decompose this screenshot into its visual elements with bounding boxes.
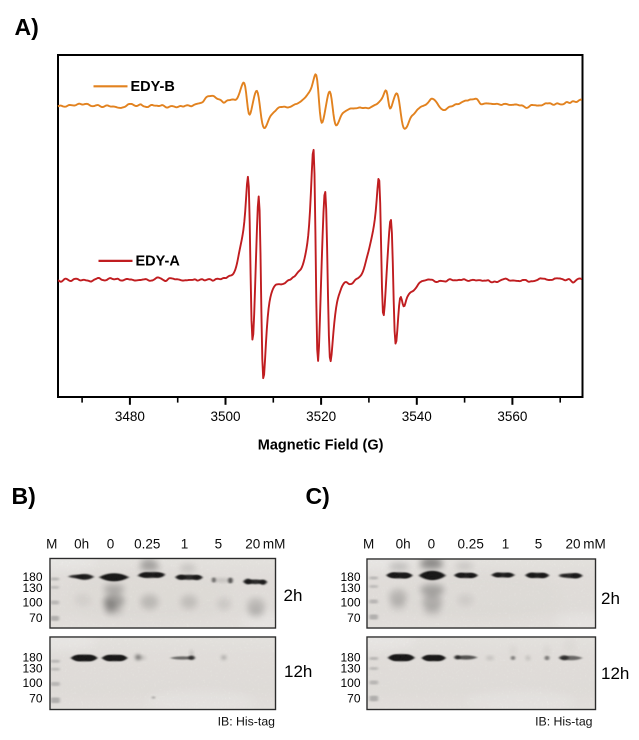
svg-text:12h: 12h (284, 662, 312, 681)
svg-text:0.25: 0.25 (134, 537, 160, 552)
svg-text:2h: 2h (284, 586, 303, 605)
svg-text:12h: 12h (601, 664, 629, 683)
svg-text:EDY-A: EDY-A (136, 254, 181, 270)
svg-text:5: 5 (535, 537, 543, 552)
svg-text:3560: 3560 (497, 409, 527, 424)
svg-text:70: 70 (29, 692, 43, 706)
svg-text:0: 0 (428, 537, 436, 552)
svg-text:100: 100 (22, 676, 42, 690)
svg-text:B): B) (12, 483, 36, 509)
svg-text:100: 100 (340, 595, 360, 609)
svg-text:C): C) (306, 483, 330, 509)
svg-text:3480: 3480 (115, 409, 145, 424)
svg-text:5: 5 (215, 537, 223, 552)
svg-text:180: 180 (340, 570, 360, 584)
svg-text:A): A) (15, 14, 39, 40)
svg-text:180: 180 (22, 651, 42, 665)
svg-text:0h: 0h (74, 537, 89, 552)
svg-text:2h: 2h (601, 589, 620, 608)
svg-text:100: 100 (22, 595, 42, 609)
svg-text:100: 100 (340, 676, 360, 690)
svg-text:IB: His-tag: IB: His-tag (218, 714, 276, 728)
svg-text:130: 130 (340, 581, 360, 595)
svg-text:70: 70 (347, 611, 361, 625)
svg-text:20 mM: 20 mM (565, 537, 605, 552)
svg-text:0h: 0h (396, 537, 411, 552)
svg-text:M: M (46, 537, 57, 552)
svg-text:180: 180 (22, 570, 42, 584)
svg-text:1: 1 (502, 537, 510, 552)
svg-text:EDY-B: EDY-B (131, 79, 175, 95)
svg-text:M: M (363, 537, 374, 552)
svg-text:3500: 3500 (210, 409, 240, 424)
svg-text:0: 0 (107, 537, 115, 552)
svg-text:70: 70 (347, 692, 361, 706)
svg-text:3540: 3540 (402, 409, 432, 424)
svg-text:0.25: 0.25 (458, 537, 484, 552)
svg-text:130: 130 (340, 662, 360, 676)
svg-text:70: 70 (29, 611, 43, 625)
svg-text:3520: 3520 (306, 409, 336, 424)
svg-text:180: 180 (340, 651, 360, 665)
svg-text:IB: His-tag: IB: His-tag (535, 714, 593, 728)
svg-text:130: 130 (22, 581, 42, 595)
svg-text:1: 1 (181, 537, 189, 552)
svg-text:130: 130 (22, 662, 42, 676)
svg-text:20 mM: 20 mM (245, 537, 285, 552)
svg-text:Magnetic Field (G): Magnetic Field (G) (258, 438, 384, 454)
